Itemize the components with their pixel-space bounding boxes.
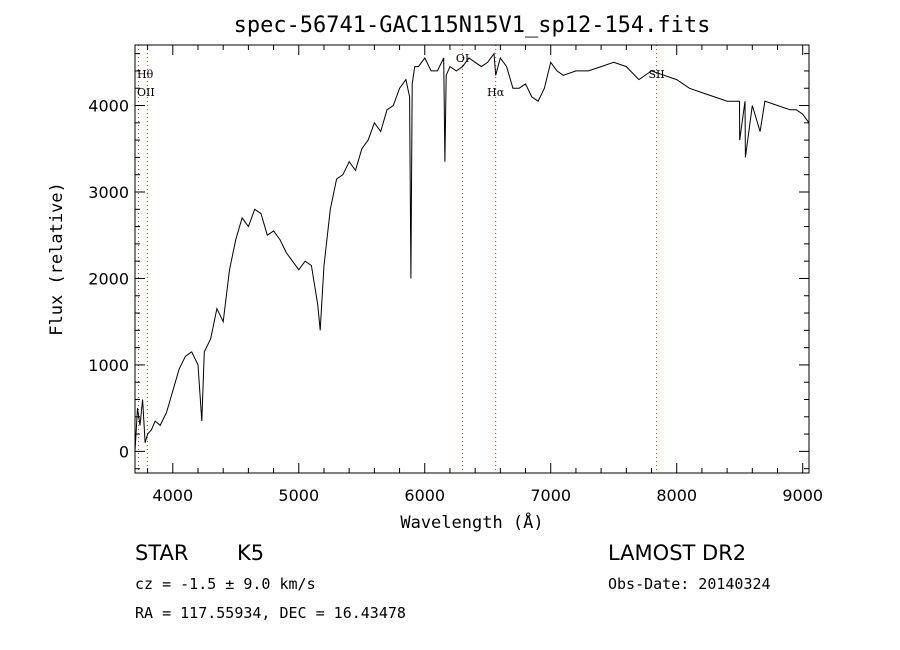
spectral-line-label: Hα bbox=[487, 86, 505, 99]
spectrum-series-line bbox=[134, 52, 810, 452]
x-tick-label: 4000 bbox=[152, 486, 193, 505]
x-tick-label: 6000 bbox=[404, 486, 445, 505]
survey-name: LAMOST DR2 bbox=[608, 541, 747, 565]
spectrum-chart: spec-56741-GAC115N15V1_sp12-154.fits Hθ O… bbox=[47, 13, 823, 533]
y-axis-label: Flux (relative) bbox=[47, 182, 67, 336]
spectral-line-label: OII bbox=[137, 86, 155, 99]
chart-title: spec-56741-GAC115N15V1_sp12-154.fits bbox=[234, 13, 711, 38]
observation-date: Obs-Date: 20140324 bbox=[608, 575, 771, 593]
spectral-line-label: Hθ bbox=[137, 68, 154, 81]
y-tick-label: 1000 bbox=[88, 356, 129, 375]
redshift-readout: cz = -1.5 ± 9.0 km/s bbox=[135, 575, 316, 593]
coordinates-readout: RA = 117.55934, DEC = 16.43478 bbox=[135, 604, 406, 622]
y-tick-label: 3000 bbox=[88, 183, 129, 202]
x-tick-label: 9000 bbox=[782, 486, 823, 505]
x-tick-label: 8000 bbox=[656, 486, 697, 505]
object-type: STAR bbox=[135, 541, 189, 565]
spectral-line-label: OI bbox=[456, 52, 469, 65]
y-tick-label: 2000 bbox=[88, 269, 129, 288]
y-tick-label: 0 bbox=[119, 442, 129, 461]
x-tick-label: 5000 bbox=[278, 486, 319, 505]
y-axis-ticks: 0 1000 2000 3000 4000 bbox=[88, 53, 809, 470]
spectral-subclass: K5 bbox=[237, 541, 265, 565]
x-axis-label: Wavelength (Å) bbox=[400, 511, 543, 533]
x-axis-ticks: 4000 5000 6000 7000 8000 9000 bbox=[147, 45, 823, 505]
x-tick-label: 7000 bbox=[530, 486, 571, 505]
y-tick-label: 4000 bbox=[88, 97, 129, 116]
plot-frame bbox=[134, 44, 810, 474]
